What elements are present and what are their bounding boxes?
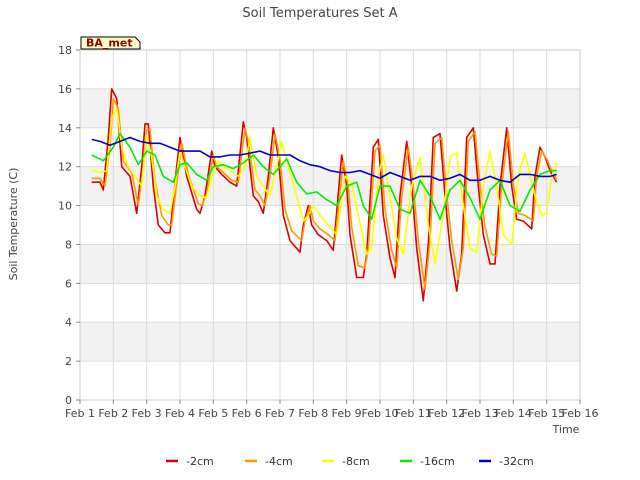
series-line-minus-32cm [91,136,557,183]
axes: 0 2 4 6 8 10 12 14 16 18 Feb 1 Feb 2 Feb 3 Feb 4 Feb 5… [58,44,598,420]
legend-entry: -4cm [265,455,293,468]
x-tick-label: Feb 10 [362,407,399,420]
plot-background [80,50,580,400]
badge-label: BA_met [86,37,133,50]
x-tick-label: Feb 13 [462,407,499,420]
series-line-minus-4cm [91,97,558,290]
x-tick-label: Feb 4 [165,407,195,420]
series-layer [91,88,558,302]
y-tick-label: 18 [58,44,72,57]
x-tick-label: Feb 16 [562,407,599,420]
x-tick-label: Feb 3 [132,407,162,420]
x-tick-label: Feb 5 [198,407,228,420]
y-tick-label: 10 [58,200,72,213]
series-line-minus-16cm [91,132,557,220]
x-tick-label: Feb 12 [428,407,465,420]
legend-entry: -32cm [499,455,534,468]
plot-frame [79,49,581,401]
x-tick-label: Feb 2 [98,407,128,420]
legend: -2cm -4cm -8cm -16cm -32cm [166,455,534,468]
legend-entry: -16cm [420,455,455,468]
x-tick-label: Feb 15 [528,407,565,420]
grid-band [80,322,580,362]
y-tick-label: 8 [65,238,72,251]
y-tick-label: 12 [58,161,72,174]
y-tick-label: 16 [58,83,72,96]
x-tick-label: Feb 8 [298,407,328,420]
y-tick-label: 4 [65,316,72,329]
y-tick-label: 6 [65,277,72,290]
x-tick-label: Feb 9 [332,407,362,420]
badge-box [80,36,141,50]
station-badge: BA_met [80,36,141,50]
x-tick-label: Feb 6 [232,407,262,420]
y-tick-label: 2 [65,355,72,368]
y-tick-label: 14 [58,122,72,135]
grid-band [80,88,580,128]
legend-entry: -2cm [186,455,214,468]
x-tick-label: Feb 7 [265,407,295,420]
grid-band [80,244,580,284]
series-line-minus-8cm [91,107,558,265]
chart-title: Soil Temperatures Set A [242,6,397,21]
legend-entry: -8cm [342,455,370,468]
x-axis-label: Time [552,423,580,436]
y-axis-label: Soil Temperature (C) [7,168,20,281]
x-tick-label: Feb 14 [495,407,532,420]
y-tick-label: 0 [65,394,72,407]
series-line-minus-2cm [91,88,558,302]
x-tick-label: Feb 1 [65,407,95,420]
x-tick-label: Feb 11 [395,407,432,420]
grid-lines [79,49,581,401]
